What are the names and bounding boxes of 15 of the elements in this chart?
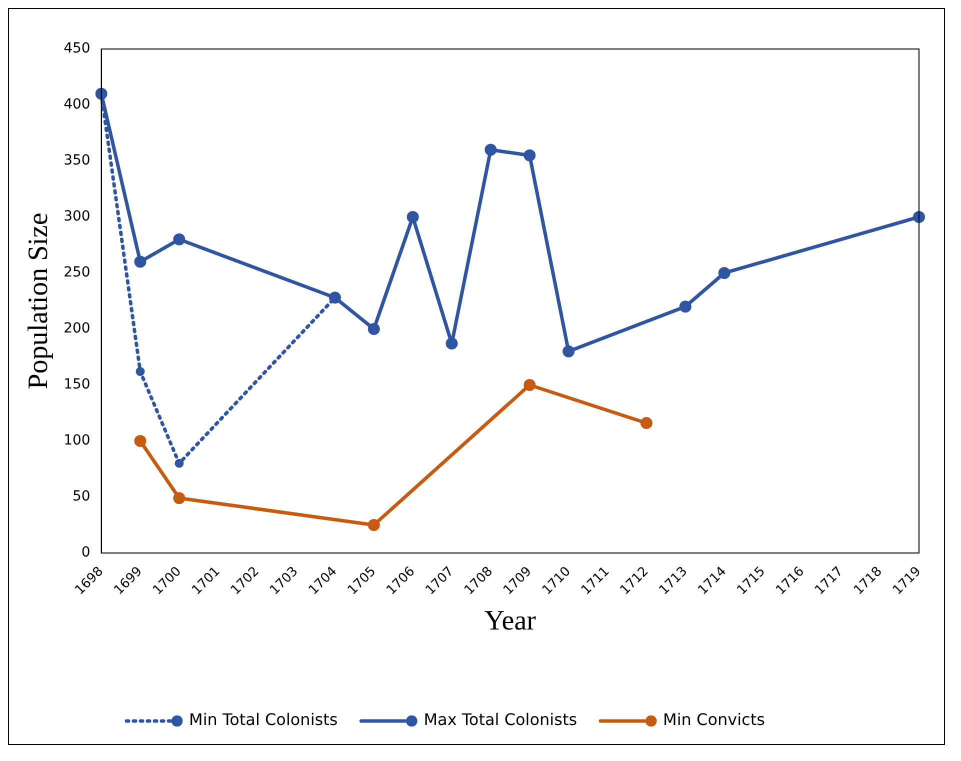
y-tick-label: 400 [64, 96, 90, 113]
y-tick-label: 450 [64, 40, 90, 57]
y-tick-label: 0 [81, 544, 90, 561]
legend-label: Max Total Colonists [424, 710, 578, 730]
y-tick-label: 350 [64, 152, 90, 169]
y-tick-label: 100 [64, 432, 90, 449]
y-tick-label: 50 [72, 488, 90, 505]
legend-label: Min Total Colonists [189, 710, 338, 730]
y-tick-label: 250 [64, 264, 90, 281]
y-tick-label: 300 [64, 208, 90, 225]
x-axis-title: Year [484, 606, 537, 637]
y-tick-label: 150 [64, 376, 90, 393]
y-axis-title: Population Size [23, 212, 54, 390]
y-tick-label: 200 [64, 320, 90, 337]
legend-label: Min Convicts [663, 710, 765, 730]
